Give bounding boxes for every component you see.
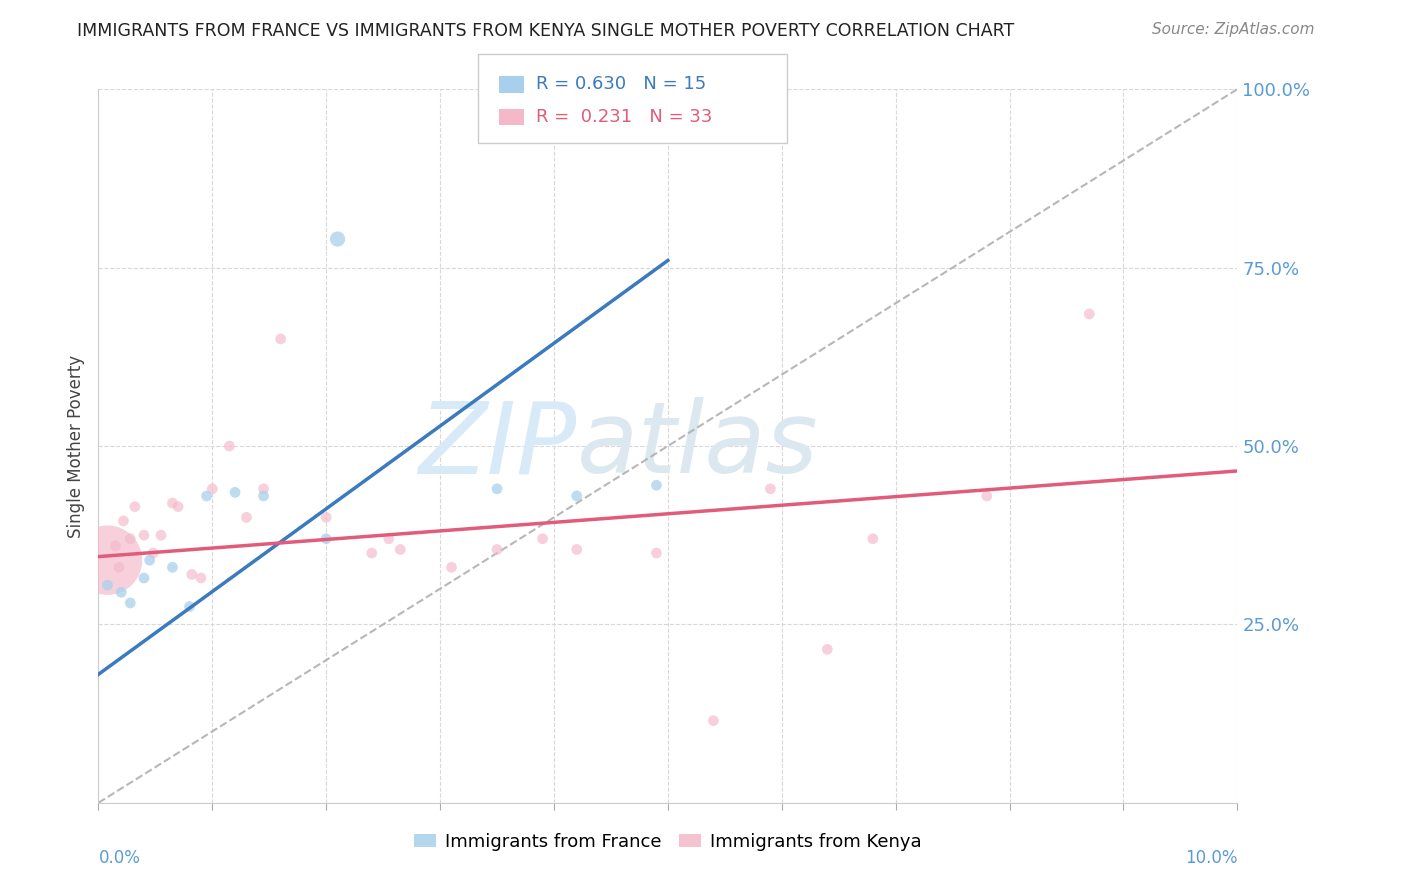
Point [112, 514, 135, 528]
Point [224, 485, 246, 500]
Text: atlas: atlas [576, 398, 818, 494]
Point [815, 642, 838, 657]
Point [96, 553, 118, 567]
Point [326, 232, 349, 246]
Text: 0.0%: 0.0% [98, 849, 141, 867]
Point [218, 439, 240, 453]
Point [252, 489, 274, 503]
Point [315, 510, 337, 524]
Point [440, 560, 463, 574]
Point [132, 528, 155, 542]
Point [108, 560, 131, 574]
Point [645, 546, 668, 560]
Point [132, 571, 155, 585]
Point [96, 578, 118, 592]
Point [486, 482, 509, 496]
Point [315, 532, 337, 546]
Point [565, 489, 588, 503]
Point [195, 489, 218, 503]
Y-axis label: Single Mother Poverty: Single Mother Poverty [66, 354, 84, 538]
Point [976, 489, 998, 503]
Point [110, 585, 132, 599]
Point [179, 599, 201, 614]
Point [235, 510, 257, 524]
Point [162, 496, 184, 510]
Point [378, 532, 401, 546]
Point [389, 542, 412, 557]
Text: ZIP: ZIP [419, 398, 576, 494]
Point [167, 500, 190, 514]
Text: Source: ZipAtlas.com: Source: ZipAtlas.com [1152, 22, 1315, 37]
Point [120, 532, 142, 546]
Point [252, 482, 274, 496]
Point [862, 532, 884, 546]
Point [142, 546, 165, 560]
Text: R =  0.231   N = 33: R = 0.231 N = 33 [536, 108, 711, 126]
Point [138, 553, 160, 567]
Legend: Immigrants from France, Immigrants from Kenya: Immigrants from France, Immigrants from … [406, 826, 929, 858]
Text: R = 0.630   N = 15: R = 0.630 N = 15 [536, 76, 706, 94]
Point [486, 542, 509, 557]
Point [104, 539, 127, 553]
Point [120, 596, 142, 610]
Point [190, 571, 212, 585]
Point [150, 528, 173, 542]
Point [645, 478, 668, 492]
Point [1078, 307, 1101, 321]
Point [531, 532, 554, 546]
Point [565, 542, 588, 557]
Point [124, 500, 146, 514]
Text: IMMIGRANTS FROM FRANCE VS IMMIGRANTS FROM KENYA SINGLE MOTHER POVERTY CORRELATIO: IMMIGRANTS FROM FRANCE VS IMMIGRANTS FRO… [77, 22, 1015, 40]
Point [270, 332, 292, 346]
Point [759, 482, 782, 496]
Point [180, 567, 202, 582]
Point [702, 714, 724, 728]
Point [162, 560, 184, 574]
Text: 10.0%: 10.0% [1185, 849, 1237, 867]
Point [360, 546, 382, 560]
Point [201, 482, 224, 496]
